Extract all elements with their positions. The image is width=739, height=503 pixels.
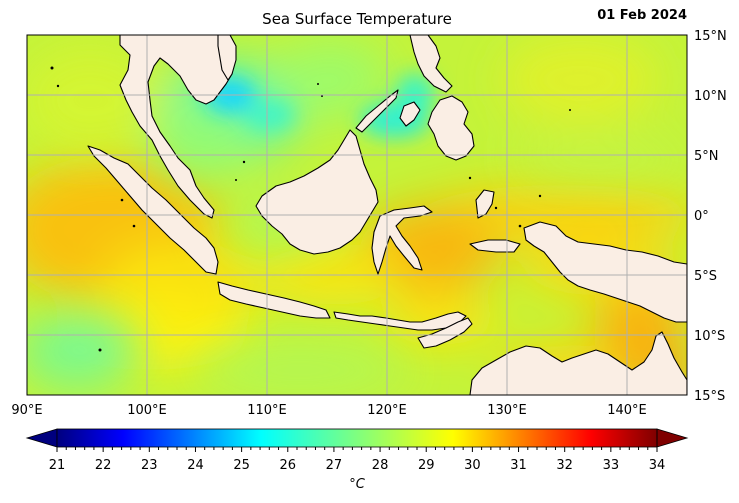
lat-tick-label: 15°S [694, 389, 725, 404]
lat-tick-label: 0° [694, 209, 709, 224]
gridlines [27, 35, 687, 395]
colorbar-extend-high [656, 428, 689, 448]
colorbar-tick-label: 21 [49, 458, 66, 473]
colorbar-extend-low [25, 428, 58, 448]
colorbar-tick-label: 26 [279, 458, 296, 473]
lon-tick-label: 140°E [607, 403, 647, 418]
colorbar-tick-label: 29 [418, 458, 435, 473]
lon-tick-label: 130°E [487, 403, 527, 418]
lat-tick-label: 5°N [694, 149, 719, 164]
date-label: 01 Feb 2024 [597, 8, 687, 23]
lat-tick-label: 10°N [694, 89, 727, 104]
colorbar: 21 22 23 24 25 26 27 28 29 30 31 32 33 34 °C [25, 428, 689, 492]
lon-tick-label: 120°E [367, 403, 407, 418]
colorbar-tick-label: 25 [233, 458, 250, 473]
lon-tick-label: 90°E [11, 403, 42, 418]
colorbar-unit-label: °C [349, 477, 366, 492]
lat-tick-label: 10°S [694, 329, 725, 344]
lon-tick-label: 100°E [127, 403, 167, 418]
lat-tick-label: 5°S [694, 269, 717, 284]
lon-tick-label: 110°E [247, 403, 287, 418]
lat-tick-label: 15°N [694, 29, 727, 44]
colorbar-tick-label: 28 [372, 458, 389, 473]
colorbar-tick-label: 22 [95, 458, 112, 473]
colorbar-tick-label: 31 [510, 458, 527, 473]
colorbar-gradient [57, 429, 657, 447]
colorbar-tick-label: 33 [603, 458, 620, 473]
land [87, 35, 687, 395]
map-frame [26, 34, 688, 396]
sst-field [27, 35, 687, 395]
colorbar-tick-label: 27 [326, 458, 343, 473]
colorbar-tick-label: 30 [464, 458, 481, 473]
colorbar-tick-label: 32 [556, 458, 573, 473]
colorbar-tick-label: 24 [187, 458, 204, 473]
colorbar-tick-label: 23 [141, 458, 158, 473]
map-title: Sea Surface Temperature [262, 10, 452, 28]
colorbar-tick-label: 34 [649, 458, 666, 473]
